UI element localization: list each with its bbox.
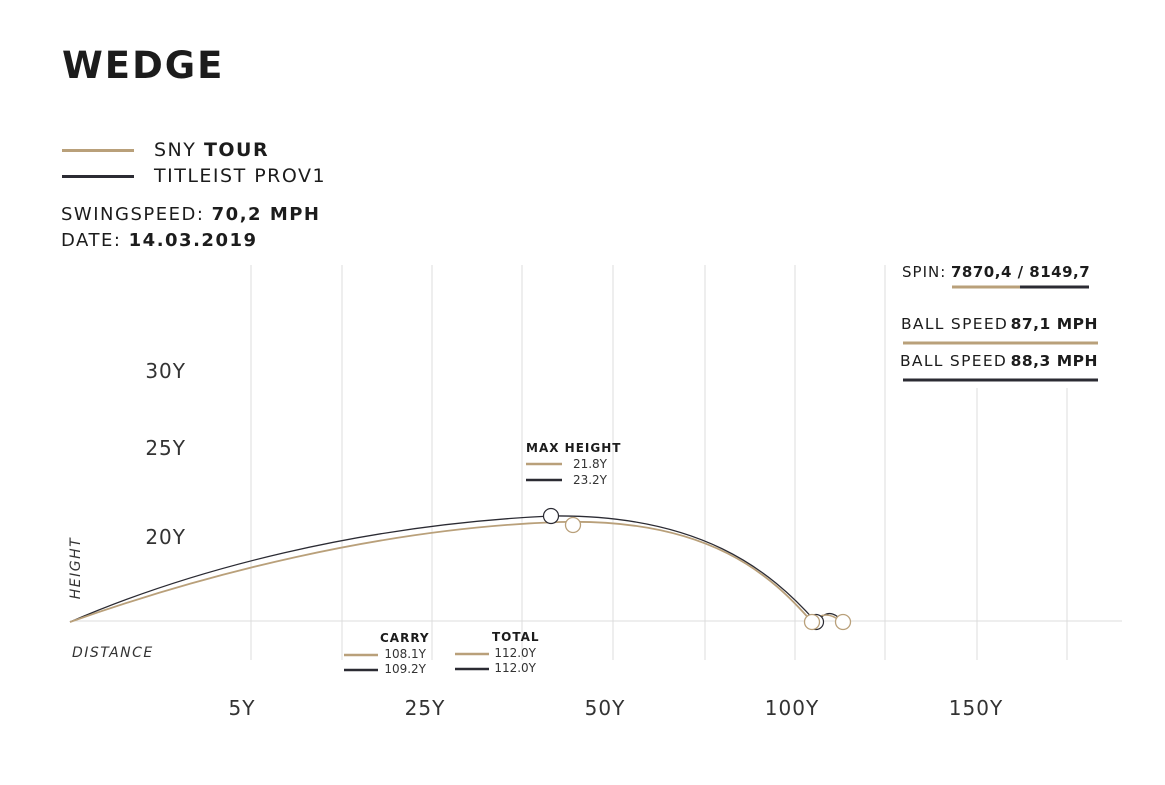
y-tick-label: 25Y (145, 436, 186, 460)
carry-marker-sny-tour (803, 613, 821, 631)
series-line-titleist (69, 515, 817, 623)
ball-speed-2-label: BALL SPEED (900, 352, 1007, 370)
swingspeed: SWINGSPEED: 70,2 MPH (61, 204, 321, 225)
legend-line-sny-tour (62, 148, 134, 152)
ball-speed-1-label: BALL SPEED (901, 315, 1008, 333)
swingspeed-value: 70,2 MPH (211, 204, 321, 225)
legend-label-tour: TOUR (203, 139, 270, 161)
legend-item-titleist: TITLEIST PROV1 (62, 165, 326, 187)
max-height-marker-sny-tour (564, 516, 582, 534)
y-axis-label: HEIGHT (68, 537, 84, 599)
ball-speed-1-value: 87,1 MPH (1011, 315, 1098, 333)
date: DATE: 14.03.2019 (61, 230, 258, 251)
y-tick-label: 30Y (145, 359, 186, 383)
x-tick-label: 5Y (229, 696, 256, 720)
x-tick-label: 100Y (765, 696, 819, 720)
y-ticks: 20Y 25Y 30Y (145, 359, 186, 549)
legend-line-titleist (62, 174, 134, 178)
legend-label-titleist: TITLEIST PROV1 (154, 165, 327, 187)
ball-speed-2-value: 88,3 MPH (1011, 352, 1098, 370)
carry-value-titleist: 109.2Y (384, 662, 426, 676)
x-tick-label: 25Y (405, 696, 446, 720)
y-tick-label: 20Y (145, 525, 186, 549)
x-axis-label: DISTANCE (72, 645, 154, 661)
max-height-value-titleist: 23.2Y (573, 473, 608, 487)
date-label: DATE: (61, 230, 122, 251)
legend-item-sny-tour: SNY TOUR (62, 139, 269, 161)
spin-value: 7870,4 / 8149,7 (951, 263, 1090, 281)
max-height-value-sny: 21.8Y (573, 457, 608, 471)
total-value-titleist: 112.0Y (494, 661, 536, 675)
total-title: TOTAL (492, 630, 540, 644)
total-marker (834, 613, 852, 631)
max-height-marker-titleist (542, 507, 560, 525)
x-tick-label: 150Y (949, 696, 1003, 720)
x-ticks: 5Y 25Y 50Y 100Y 150Y (229, 696, 1003, 720)
carry-title: CARRY (380, 631, 430, 645)
max-height-title: MAX HEIGHT (526, 441, 621, 455)
total-value-sny: 112.0Y (494, 646, 536, 660)
date-value: 14.03.2019 (128, 230, 258, 251)
stats-panel-bg (893, 260, 1108, 388)
legend-label-sny: SNY (154, 139, 197, 161)
carry-value-sny: 108.1Y (384, 647, 426, 661)
spin-label: SPIN: (902, 263, 946, 281)
x-tick-label: 50Y (585, 696, 626, 720)
page-title: WEDGE (62, 44, 225, 87)
swingspeed-label: SWINGSPEED: (61, 204, 205, 225)
series-line-sny-tour (69, 520, 813, 623)
